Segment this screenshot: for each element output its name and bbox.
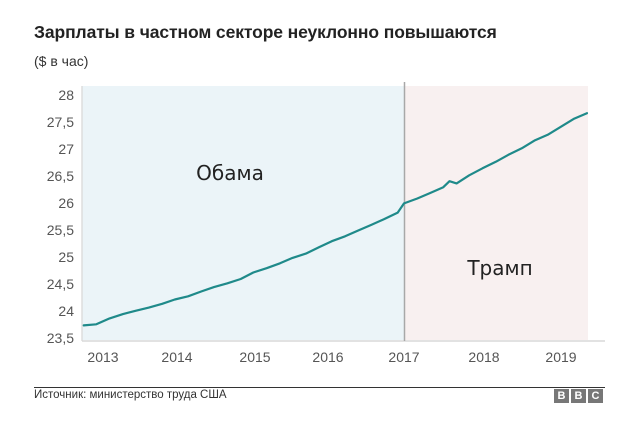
bbc-logo-letter: B xyxy=(554,389,569,403)
y-axis-labels: 28 27,5 27 26,5 26 25,5 25 24,5 24 23,5 xyxy=(47,87,74,346)
x-tick-label: 2013 xyxy=(87,349,118,365)
y-tick-label: 27,5 xyxy=(47,114,74,130)
y-tick-label: 24 xyxy=(58,303,74,319)
chart-title: Зарплаты в частном секторе неуклонно пов… xyxy=(34,22,497,42)
chart-subtitle: ($ в час) xyxy=(34,53,89,69)
y-tick-label: 27 xyxy=(58,141,74,157)
footer-divider xyxy=(34,387,605,388)
bbc-logo: B B C xyxy=(554,389,603,403)
trump-era-label: Трамп xyxy=(466,256,532,280)
bbc-logo-letter: C xyxy=(588,389,603,403)
wage-line-series xyxy=(82,112,588,327)
trump-era-background xyxy=(405,86,588,340)
y-tick-label: 25,5 xyxy=(47,222,74,238)
y-tick-label: 24,5 xyxy=(47,276,74,292)
y-tick-label: 25 xyxy=(58,249,74,265)
obama-era-label: Обама xyxy=(196,161,264,185)
x-tick-label: 2017 xyxy=(388,349,419,365)
y-tick-label: 26 xyxy=(58,195,74,211)
x-tick-label: 2018 xyxy=(468,349,499,365)
obama-era-background xyxy=(82,86,404,340)
x-tick-label: 2019 xyxy=(545,349,576,365)
source-note: Источник: министерство труда США xyxy=(34,389,227,401)
x-tick-label: 2016 xyxy=(312,349,343,365)
y-tick-label: 23,5 xyxy=(47,330,74,346)
x-axis-labels: 2013 2014 2015 2016 2017 2018 2019 xyxy=(87,349,576,365)
y-tick-label: 26,5 xyxy=(47,168,74,184)
x-tick-label: 2015 xyxy=(239,349,270,365)
y-tick-label: 28 xyxy=(58,87,74,103)
x-tick-label: 2014 xyxy=(161,349,192,365)
bbc-logo-letter: B xyxy=(571,389,586,403)
